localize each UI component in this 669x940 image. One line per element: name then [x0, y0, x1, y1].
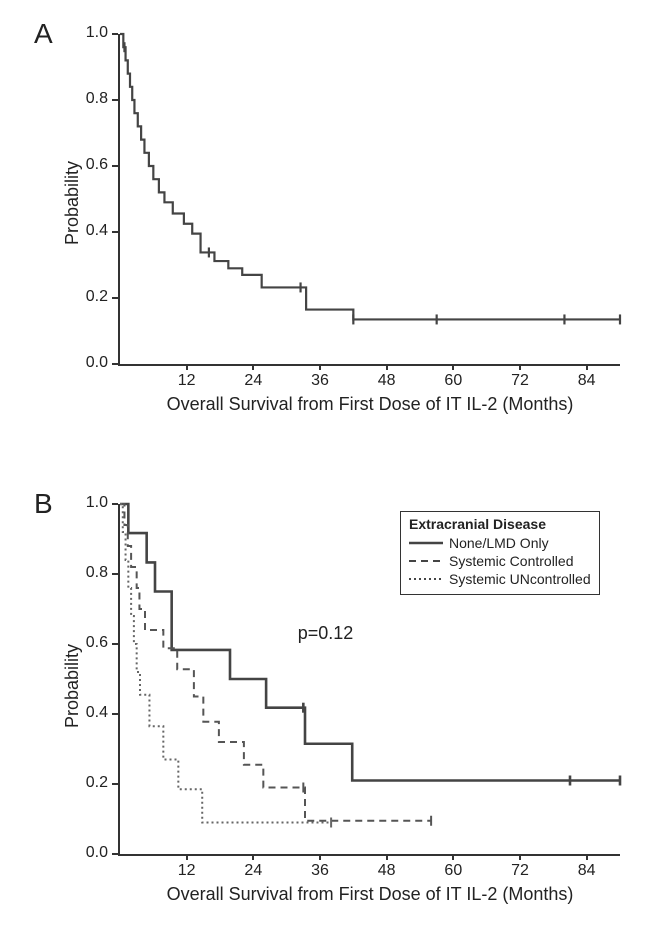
- y-tick: [112, 643, 118, 645]
- y-tick-label: 0.8: [76, 564, 108, 582]
- panel-b: B 0.00.20.40.60.81.012243648607284Probab…: [30, 480, 640, 930]
- y-tick: [112, 297, 118, 299]
- x-axis-label: Overall Survival from First Dose of IT I…: [120, 394, 620, 415]
- x-tick-label: 84: [578, 372, 596, 390]
- x-tick: [586, 854, 588, 860]
- y-tick-label: 0.2: [76, 774, 108, 792]
- x-tick: [319, 364, 321, 370]
- km-curve-overall: [120, 34, 620, 319]
- x-tick-label: 72: [511, 372, 529, 390]
- x-tick: [319, 854, 321, 860]
- x-tick-label: 24: [244, 862, 262, 880]
- legend-swatch: [409, 573, 443, 585]
- x-tick: [386, 364, 388, 370]
- x-tick-label: 48: [378, 862, 396, 880]
- y-axis-label: Probability: [62, 644, 83, 728]
- x-tick-label: 48: [378, 372, 396, 390]
- x-tick: [586, 364, 588, 370]
- panel-b-label: B: [34, 488, 53, 520]
- y-tick-label: 1.0: [76, 494, 108, 512]
- x-tick-label: 12: [178, 862, 196, 880]
- x-tick: [186, 364, 188, 370]
- series-svg: [120, 34, 620, 364]
- x-tick: [452, 854, 454, 860]
- x-tick: [386, 854, 388, 860]
- y-tick: [112, 99, 118, 101]
- legend-label: Systemic Controlled: [449, 553, 574, 569]
- y-tick-label: 0.2: [76, 288, 108, 306]
- x-tick-label: 60: [444, 372, 462, 390]
- x-tick: [252, 364, 254, 370]
- x-tick: [452, 364, 454, 370]
- legend-label: Systemic UNcontrolled: [449, 571, 591, 587]
- y-tick: [112, 573, 118, 575]
- km-curve-controlled: [120, 504, 431, 821]
- y-tick: [112, 503, 118, 505]
- x-tick: [519, 854, 521, 860]
- x-tick-label: 84: [578, 862, 596, 880]
- km-curve-uncontrolled: [120, 504, 331, 823]
- x-axis-label: Overall Survival from First Dose of IT I…: [120, 884, 620, 905]
- legend-item: Systemic UNcontrolled: [409, 570, 591, 588]
- x-tick: [252, 854, 254, 860]
- panel-b-plot: 0.00.20.40.60.81.012243648607284Probabil…: [118, 504, 620, 856]
- y-tick-label: 1.0: [76, 24, 108, 42]
- y-tick: [112, 33, 118, 35]
- p-value-annotation: p=0.12: [298, 623, 354, 644]
- x-tick-label: 12: [178, 372, 196, 390]
- y-tick: [112, 231, 118, 233]
- y-tick: [112, 165, 118, 167]
- legend-swatch: [409, 537, 443, 549]
- x-tick-label: 36: [311, 862, 329, 880]
- legend-label: None/LMD Only: [449, 535, 549, 551]
- legend: Extracranial Disease None/LMD Only Systemi…: [400, 511, 600, 595]
- legend-item: None/LMD Only: [409, 534, 591, 552]
- panel-a: A 0.00.20.40.60.81.012243648607284Probab…: [30, 10, 640, 440]
- x-tick-label: 24: [244, 372, 262, 390]
- y-tick-label: 0.0: [76, 354, 108, 372]
- x-tick: [519, 364, 521, 370]
- legend-item: Systemic Controlled: [409, 552, 591, 570]
- y-axis-label: Probability: [62, 161, 83, 245]
- panel-a-label: A: [34, 18, 53, 50]
- y-tick: [112, 853, 118, 855]
- x-tick-label: 60: [444, 862, 462, 880]
- legend-swatch: [409, 555, 443, 567]
- y-tick-label: 0.0: [76, 844, 108, 862]
- y-tick: [112, 713, 118, 715]
- legend-title: Extracranial Disease: [409, 516, 591, 532]
- y-tick-label: 0.8: [76, 90, 108, 108]
- x-tick: [186, 854, 188, 860]
- y-tick: [112, 783, 118, 785]
- x-tick-label: 72: [511, 862, 529, 880]
- y-tick: [112, 363, 118, 365]
- figure-root: A 0.00.20.40.60.81.012243648607284Probab…: [0, 0, 669, 940]
- x-tick-label: 36: [311, 372, 329, 390]
- panel-a-plot: 0.00.20.40.60.81.012243648607284Probabil…: [118, 34, 620, 366]
